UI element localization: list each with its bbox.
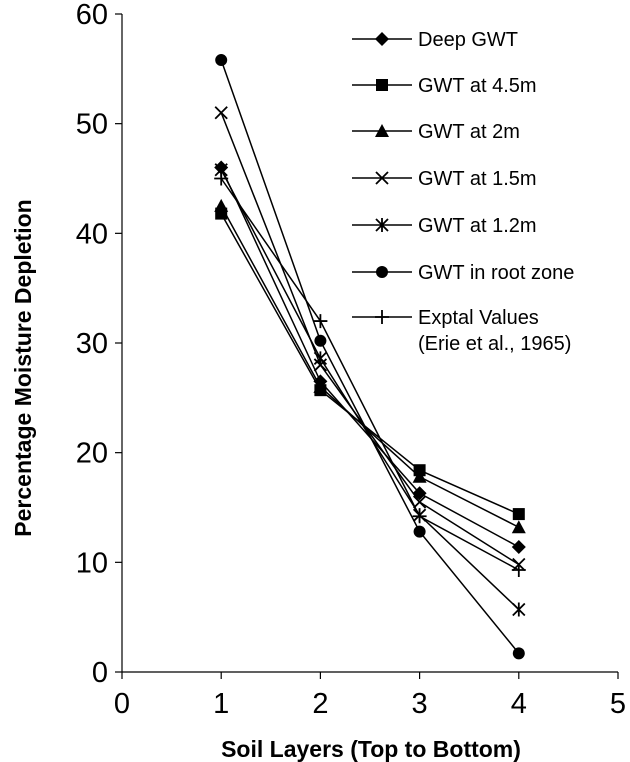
data-point <box>412 509 427 524</box>
data-point <box>512 647 525 660</box>
data-point <box>214 106 228 120</box>
y-tick-label: 60 <box>76 0 108 31</box>
legend-item-3: GWT at 1.5m <box>352 168 537 190</box>
legend-item-6: Exptal Values (Erie et al., 1965) <box>352 307 571 355</box>
series-6 <box>214 171 526 578</box>
data-point <box>214 198 229 212</box>
data-point <box>215 54 228 67</box>
y-tick-label: 20 <box>76 438 108 470</box>
legend-marker <box>375 32 389 46</box>
data-point <box>214 171 229 186</box>
y-tick-label: 30 <box>76 328 108 360</box>
axes: 0 10 20 30 40 50 60 0 1 2 3 4 5 <box>76 0 626 720</box>
y-tick-label: 40 <box>76 218 108 250</box>
legend-label: GWT in root zone <box>418 262 574 284</box>
data-point <box>412 469 427 483</box>
x-tick-label: 3 <box>412 688 428 720</box>
series-5 <box>215 54 525 660</box>
y-tick-label: 0 <box>92 657 108 689</box>
legend-label: GWT at 1.2m <box>418 215 537 237</box>
x-tick-label: 5 <box>610 688 626 720</box>
x-tick-label: 1 <box>213 688 229 720</box>
data-point <box>511 563 526 578</box>
data-point <box>313 351 328 366</box>
y-axis-title: Percentage Moisture Depletion <box>10 199 36 536</box>
legend-label: (Erie et al., 1965) <box>418 333 571 355</box>
legend-marker <box>375 218 389 232</box>
legend-marker <box>376 79 388 91</box>
series-layer <box>214 54 526 660</box>
data-point <box>511 539 526 554</box>
legend-label: GWT at 1.5m <box>418 168 537 190</box>
x-tick-label: 2 <box>312 688 328 720</box>
x-tick-label: 0 <box>114 688 130 720</box>
data-point <box>413 525 426 538</box>
legend-item-4: GWT at 1.2m <box>352 215 537 237</box>
data-point <box>313 314 328 329</box>
legend-marker <box>376 266 388 278</box>
legend-label: Deep GWT <box>418 29 518 51</box>
series-line <box>220 112 520 566</box>
series-line <box>220 178 520 571</box>
series-line <box>220 59 520 654</box>
legend-marker <box>375 171 389 185</box>
legend-marker <box>375 124 389 137</box>
series-line <box>220 205 520 528</box>
data-point <box>313 379 328 393</box>
legend-label: Exptal Values <box>418 307 539 329</box>
legend: Deep GWT GWT at 4.5m GWT at 2m GWT at 1.5m G… <box>352 29 574 355</box>
x-axis-title: Soil Layers (Top to Bottom) <box>221 736 521 762</box>
data-point <box>314 334 327 347</box>
y-tick-label: 50 <box>76 109 108 141</box>
data-point <box>511 520 526 534</box>
data-point <box>512 508 525 521</box>
legend-label: GWT at 4.5m <box>418 75 537 97</box>
x-tick-label: 4 <box>511 688 527 720</box>
series-2 <box>214 198 526 534</box>
legend-item-5: GWT in root zone <box>352 262 574 284</box>
legend-label: GWT at 2m <box>418 121 520 143</box>
legend-item-2: GWT at 2m <box>352 121 520 143</box>
series-line <box>220 213 520 515</box>
legend-item-1: GWT at 4.5m <box>352 75 537 97</box>
data-point <box>412 495 427 509</box>
y-tick-label: 10 <box>76 547 108 579</box>
legend-marker <box>375 310 389 324</box>
legend-item-0: Deep GWT <box>352 29 518 51</box>
data-point <box>512 602 526 617</box>
